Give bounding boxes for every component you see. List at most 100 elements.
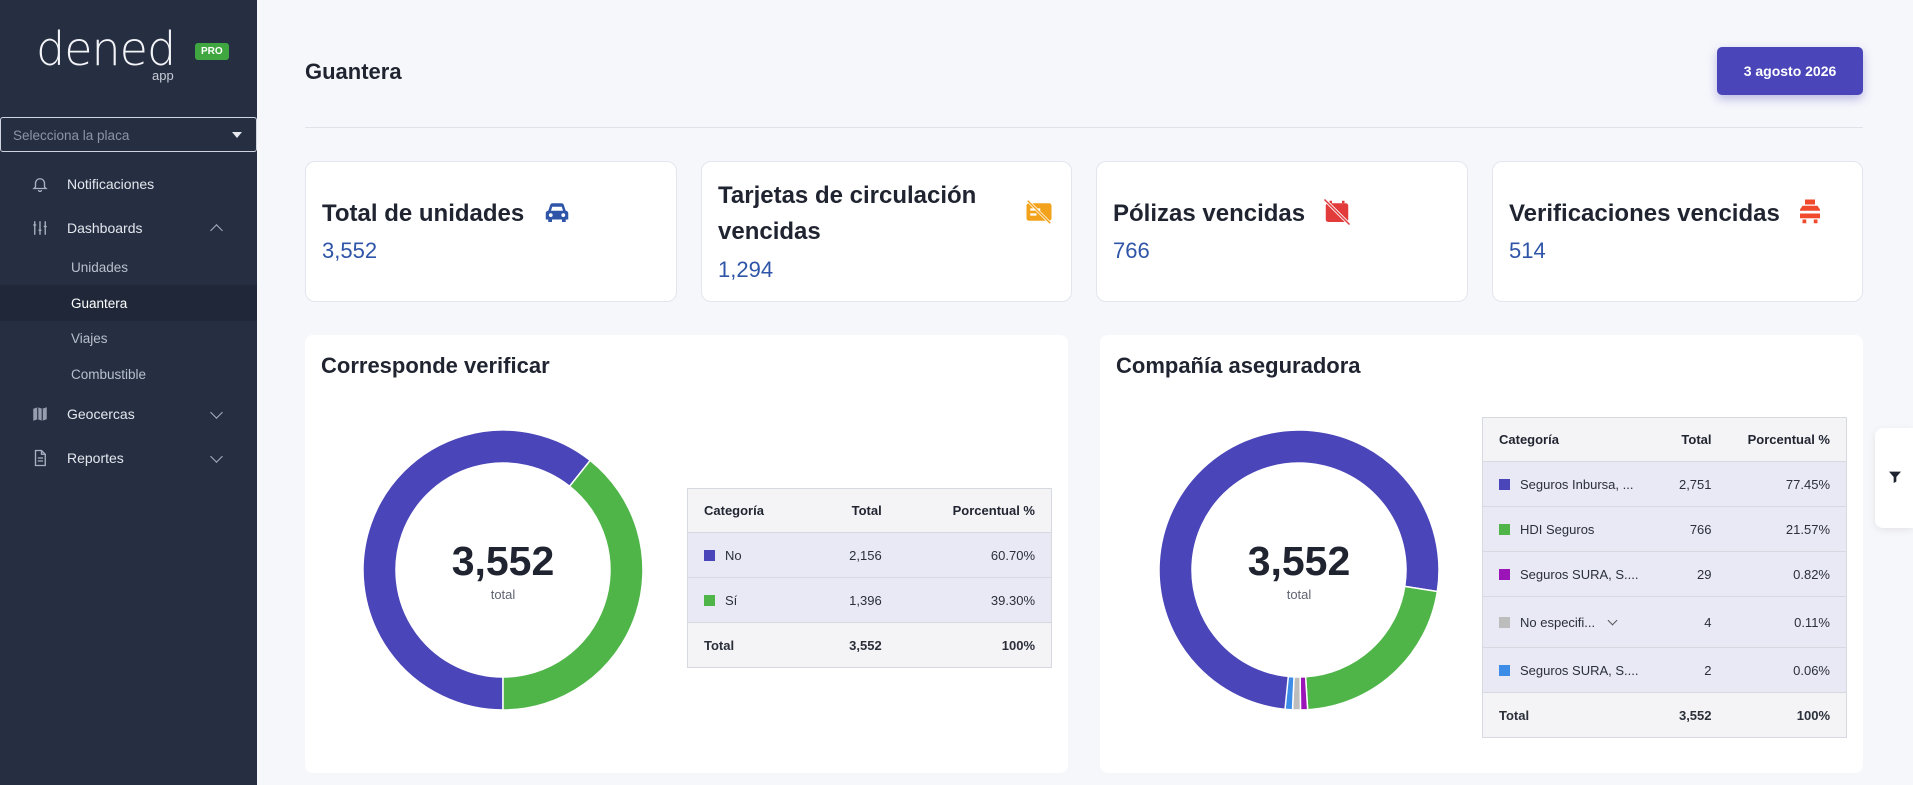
- chevron-down-icon: [210, 450, 223, 463]
- category-label: No: [725, 547, 742, 563]
- category-label: Sí: [725, 592, 738, 608]
- table-cell-pct: 0.11%: [1727, 596, 1847, 648]
- table-cell-total: 29: [1660, 551, 1728, 597]
- category-label: Seguros SURA, S....: [1520, 566, 1639, 582]
- stat-card-title: Total de unidades: [322, 200, 525, 227]
- donut-slice[interactable]: [1284, 675, 1295, 711]
- document-icon: [34, 449, 46, 467]
- card-off-icon: [1026, 199, 1052, 225]
- donut-center: 3,552 total: [1157, 538, 1441, 602]
- table-cell-category: Sí: [687, 577, 812, 623]
- table-row: Sí 1,396 39.30%: [687, 577, 1052, 623]
- legend-swatch: [1499, 664, 1510, 676]
- stat-card-value: 1,294: [718, 257, 774, 282]
- pro-badge: PRO: [195, 43, 229, 60]
- sidebar-item-label: Geocercas: [67, 406, 135, 422]
- shield-off-icon: [1323, 198, 1351, 226]
- column-header: Porcentual %: [1727, 417, 1847, 462]
- data-table-aseguradora: Categoría Total Porcentual % Seguros Inb…: [1482, 417, 1847, 738]
- donut-total: 3,552: [451, 538, 555, 584]
- column-header: Total: [1660, 417, 1728, 462]
- filter-toggle[interactable]: [1875, 428, 1913, 528]
- logo-text: dened: [36, 22, 176, 76]
- table-row: HDI Seguros 766 21.57%: [1482, 506, 1847, 552]
- stat-card-value: 3,552: [322, 238, 378, 263]
- table-row: Seguros SURA, S.... 2 0.06%: [1482, 647, 1847, 693]
- donut-slice[interactable]: [1304, 585, 1439, 711]
- sidebar-item-geocercas[interactable]: Geocercas: [0, 396, 257, 432]
- bell-icon: [32, 178, 48, 193]
- stat-card-tarjetas: Tarjetas de circulación vencidas 1,294: [701, 161, 1072, 302]
- stat-card-title: Tarjetas de circulación vencidas: [718, 182, 977, 245]
- sidebar: dened app PRO Selecciona la placa Notifi…: [0, 0, 257, 785]
- stat-card-verificaciones: Verificaciones vencidas 514: [1492, 161, 1863, 302]
- caret-down-icon: [232, 132, 242, 138]
- sidebar-subitem-combustible[interactable]: Combustible: [0, 356, 257, 392]
- table-cell-category: Seguros Inbursa, ...: [1482, 461, 1661, 507]
- chevron-down-icon[interactable]: [1607, 615, 1618, 625]
- sidebar-subitem-unidades[interactable]: Unidades: [0, 249, 257, 285]
- sidebar-item-reportes[interactable]: Reportes: [0, 440, 257, 476]
- plate-select[interactable]: Selecciona la placa: [0, 117, 257, 152]
- legend-swatch: [1499, 478, 1510, 490]
- table-cell-category: No: [687, 532, 812, 578]
- donut-total-label: total: [1286, 587, 1312, 602]
- map-icon: [33, 407, 47, 421]
- donut-center: 3,552 total: [361, 538, 645, 602]
- table-cell-total: 1,396: [811, 577, 898, 623]
- table-header-row: Categoría Total Porcentual %: [1482, 417, 1847, 462]
- table-cell-category: Seguros SURA, S....: [1482, 551, 1661, 597]
- table-header-row: Categoría Total Porcentual %: [687, 488, 1052, 533]
- table-cell-total-pct: 100%: [1727, 692, 1847, 738]
- table-cell-pct: 77.45%: [1727, 461, 1847, 507]
- donut-slice[interactable]: [1158, 429, 1440, 711]
- sidebar-item-dashboards[interactable]: Dashboards: [0, 210, 257, 246]
- date-picker-button[interactable]: 3 agosto 2026: [1717, 47, 1863, 95]
- table-cell-category: HDI Seguros: [1482, 506, 1661, 552]
- donut-total-label: total: [490, 587, 516, 602]
- table-cell-total-pct: 100%: [897, 622, 1052, 668]
- table-cell-category: Seguros SURA, S....: [1482, 647, 1661, 693]
- panel-title: Compañía aseguradora: [1116, 353, 1361, 378]
- sidebar-subitem-label: Guantera: [71, 296, 128, 311]
- table-row: No 2,156 60.70%: [687, 532, 1052, 578]
- column-header: Porcentual %: [897, 488, 1052, 533]
- category-label: Seguros SURA, S....: [1520, 662, 1639, 678]
- category-label: No especifi...: [1520, 614, 1596, 630]
- table-row-expandable[interactable]: No especifi... 4 0.11%: [1482, 596, 1847, 648]
- donut-chart-aseguradora: 3,552 total: [1157, 428, 1441, 712]
- donut-slice[interactable]: [362, 429, 592, 711]
- donut-slice[interactable]: [502, 459, 644, 711]
- sidebar-subitem-label: Unidades: [71, 260, 129, 275]
- sidebar-item-notificaciones[interactable]: Notificaciones: [0, 166, 257, 202]
- table-cell-pct: 0.06%: [1727, 647, 1847, 693]
- donut-chart-svg: [362, 429, 644, 711]
- stat-card-total-unidades: Total de unidades 3,552: [305, 161, 677, 302]
- table-cell-pct: 0.82%: [1727, 551, 1847, 597]
- category-label: HDI Seguros: [1520, 521, 1595, 537]
- donut-slice[interactable]: [1299, 676, 1309, 711]
- legend-swatch: [1499, 568, 1510, 580]
- table-cell-category: No especifi...: [1482, 596, 1661, 648]
- stat-card-title: Pólizas vencidas: [1113, 200, 1306, 227]
- sliders-icon: [33, 221, 47, 235]
- donut-total: 3,552: [1247, 538, 1351, 584]
- data-table-verificar: Categoría Total Porcentual % No 2,156 60…: [687, 488, 1052, 668]
- table-cell-pct: 60.70%: [897, 532, 1052, 578]
- column-header: Categoría: [1482, 417, 1661, 462]
- car-icon: [545, 203, 569, 222]
- plate-select-placeholder: Selecciona la placa: [13, 128, 130, 143]
- panel-compania-aseguradora: Compañía aseguradora 3,552 total Categor…: [1100, 335, 1863, 773]
- sidebar-subitem-label: Combustible: [71, 367, 147, 382]
- table-cell-total: 4: [1660, 596, 1728, 648]
- donut-chart-svg: [1158, 429, 1440, 711]
- sidebar-subitem-guantera[interactable]: Guantera: [0, 285, 257, 321]
- table-cell-total-label: Total: [1482, 692, 1661, 738]
- sidebar-subitem-viajes[interactable]: Viajes: [0, 320, 257, 356]
- chevron-up-icon: [210, 224, 223, 237]
- table-cell-pct: 39.30%: [897, 577, 1052, 623]
- table-row: Seguros Inbursa, ... 2,751 77.45%: [1482, 461, 1847, 507]
- stat-card-title: Verificaciones vencidas: [1509, 200, 1780, 227]
- sidebar-item-label: Dashboards: [67, 220, 143, 236]
- legend-swatch: [704, 594, 715, 606]
